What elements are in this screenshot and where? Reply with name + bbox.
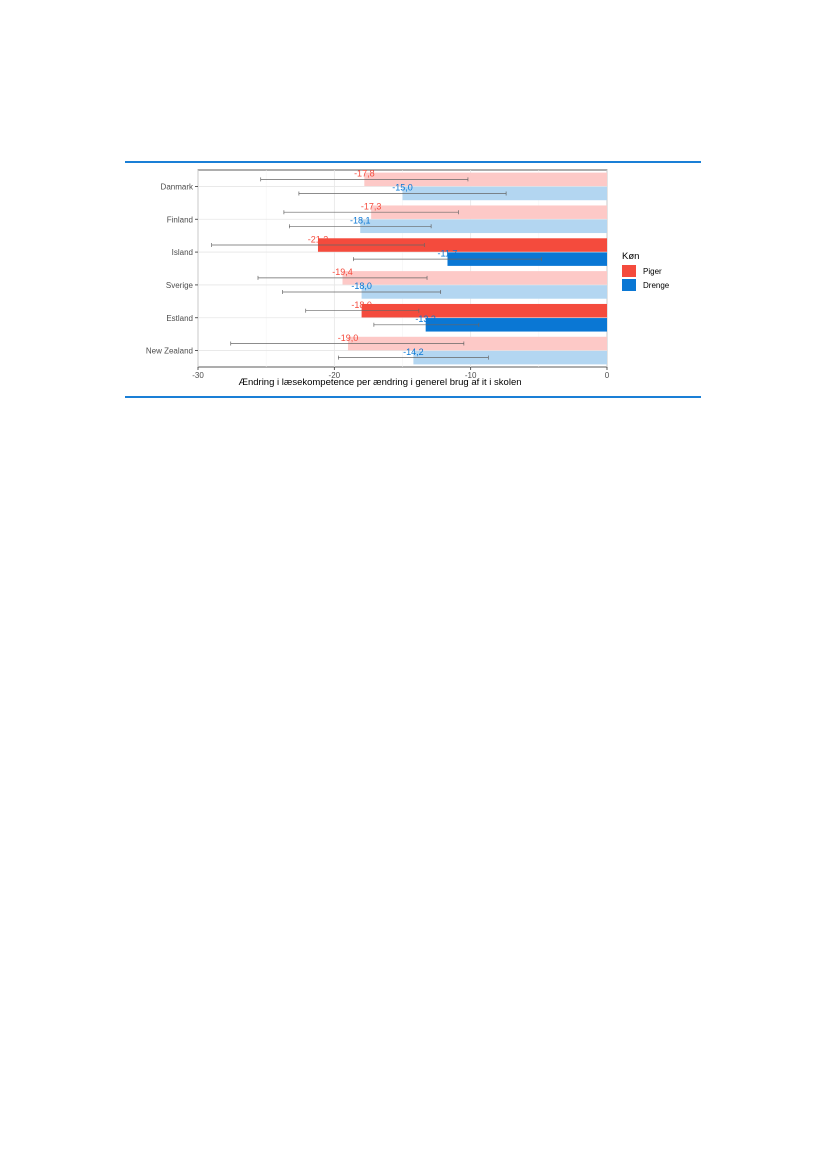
top-rule: [125, 161, 701, 163]
data-label: -21,2: [308, 234, 329, 244]
x-axis-title: Ændring i læsekompetence per ændring i g…: [238, 377, 521, 388]
error-bar: [298, 191, 507, 196]
y-tick-label: Finland: [167, 215, 193, 224]
data-label: -14,2: [403, 347, 424, 357]
bar-piger-sverige: [342, 271, 607, 285]
bar-piger-new-zealand: [347, 336, 607, 351]
error-bar: [282, 289, 442, 294]
error-bar: [230, 341, 465, 346]
bottom-rule: [125, 396, 701, 398]
chart-container: -17,8 -15,0 -17,3 -18,1 -21,2 -11,7 -19,4 -18,0…: [125, 165, 701, 393]
data-label: -15,0: [392, 183, 413, 193]
y-tick-label: Sverige: [166, 281, 194, 290]
y-tick-label: Danmark: [161, 182, 194, 191]
bar-drenge-sverige: [361, 285, 607, 299]
error-bar: [211, 243, 425, 248]
legend-title: Køn: [622, 251, 639, 262]
data-label: -17,3: [361, 201, 382, 211]
data-label: -13,3: [415, 314, 436, 324]
bar-chart: -17,8 -15,0 -17,3 -18,1 -21,2 -11,7 -19,4 -18,0…: [146, 169, 670, 388]
y-tick-label: New Zealand: [146, 347, 193, 356]
error-bar: [353, 257, 542, 262]
error-bar: [305, 308, 420, 313]
error-bar: [373, 322, 480, 327]
x-tick-label: 0: [605, 371, 610, 380]
bar-drenge-finland: [360, 219, 607, 234]
bar-drenge-new-zealand: [413, 350, 607, 365]
x-tick-label: -30: [192, 371, 204, 380]
error-bar: [338, 355, 489, 360]
legend-label-piger: Piger: [643, 267, 662, 276]
x-tick-label: -10: [465, 371, 477, 380]
data-label: -19,4: [332, 267, 353, 277]
legend-swatch-piger: [622, 265, 636, 277]
bar-piger-finland: [371, 205, 607, 219]
bar-piger-estland: [361, 303, 607, 318]
data-label: -19,0: [338, 333, 359, 343]
data-label: -18,0: [351, 281, 372, 291]
data-label: -18,1: [350, 216, 371, 226]
legend-swatch-drenge: [622, 279, 636, 291]
x-tick-label: -20: [329, 371, 341, 380]
bar-piger-island: [317, 238, 607, 252]
bar-piger-danmark: [364, 172, 607, 187]
legend-label-drenge: Drenge: [643, 281, 670, 290]
data-label: -17,8: [354, 169, 375, 179]
data-label: -11,7: [438, 248, 458, 258]
y-tick-label: Island: [172, 248, 193, 257]
error-bar: [260, 177, 469, 182]
error-bar: [288, 224, 432, 229]
error-bar: [257, 275, 428, 280]
y-tick-label: Estland: [166, 314, 193, 323]
bar-drenge-estland: [425, 318, 607, 332]
error-bar: [283, 210, 459, 215]
data-label: -18,0: [351, 300, 372, 310]
